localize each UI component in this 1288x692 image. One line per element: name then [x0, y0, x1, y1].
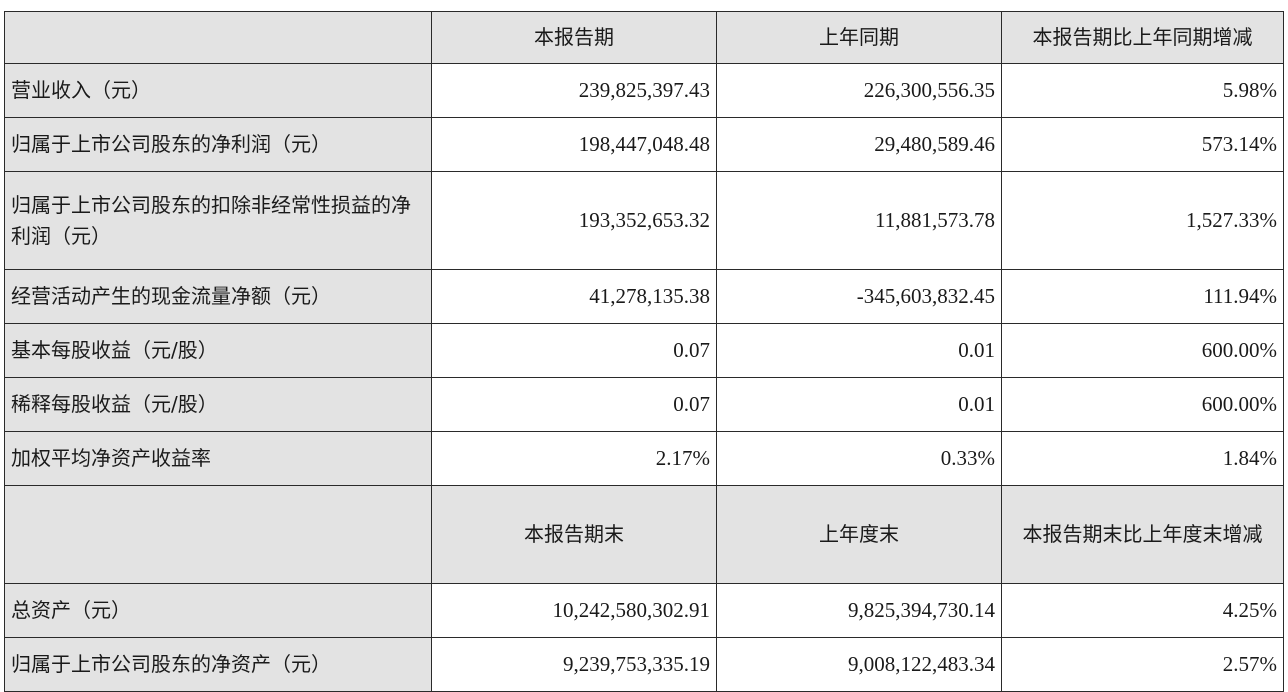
row-label: 加权平均净资产收益率	[4, 431, 432, 486]
current-value: 0.07	[431, 377, 717, 432]
change-value: 600.00%	[1001, 323, 1284, 378]
table-row: 归属于上市公司股东的净资产（元） 9,239,753,335.19 9,008,…	[4, 637, 1284, 692]
current-value: 10,242,580,302.91	[431, 583, 717, 638]
row-label: 归属于上市公司股东的净资产（元）	[4, 637, 432, 692]
table-row: 营业收入（元） 239,825,397.43 226,300,556.35 5.…	[4, 63, 1284, 118]
prior-value: 9,008,122,483.34	[716, 637, 1002, 692]
header-prior-year-end: 上年度末	[716, 485, 1002, 584]
change-value: 600.00%	[1001, 377, 1284, 432]
prior-value: 9,825,394,730.14	[716, 583, 1002, 638]
table-row: 总资产（元） 10,242,580,302.91 9,825,394,730.1…	[4, 583, 1284, 638]
row-label: 归属于上市公司股东的净利润（元）	[4, 117, 432, 172]
current-value: 239,825,397.43	[431, 63, 717, 118]
current-value: 9,239,753,335.19	[431, 637, 717, 692]
row-label: 总资产（元）	[4, 583, 432, 638]
header-current-period-end: 本报告期末	[431, 485, 717, 584]
row-label: 营业收入（元）	[4, 63, 432, 118]
current-value: 0.07	[431, 323, 717, 378]
table-row: 经营活动产生的现金流量净额（元） 41,278,135.38 -345,603,…	[4, 269, 1284, 324]
change-value: 573.14%	[1001, 117, 1284, 172]
header-current-period: 本报告期	[431, 11, 717, 64]
table-row: 稀释每股收益（元/股） 0.07 0.01 600.00%	[4, 377, 1284, 432]
prior-value: 0.33%	[716, 431, 1002, 486]
prior-value: 11,881,573.78	[716, 171, 1002, 270]
financial-summary-table: 本报告期 上年同期 本报告期比上年同期增减 营业收入（元） 239,825,39…	[4, 11, 1284, 692]
change-value: 5.98%	[1001, 63, 1284, 118]
header-empty-cell	[4, 485, 432, 584]
change-value: 1.84%	[1001, 431, 1284, 486]
header-row-period-end: 本报告期末 上年度末 本报告期末比上年度末增减	[4, 485, 1284, 584]
current-value: 198,447,048.48	[431, 117, 717, 172]
prior-value: 29,480,589.46	[716, 117, 1002, 172]
change-value: 4.25%	[1001, 583, 1284, 638]
change-value: 2.57%	[1001, 637, 1284, 692]
table-row: 归属于上市公司股东的扣除非经常性损益的净利润（元） 193,352,653.32…	[4, 171, 1284, 270]
change-value: 111.94%	[1001, 269, 1284, 324]
prior-value: -345,603,832.45	[716, 269, 1002, 324]
header-period-end-change: 本报告期末比上年度末增减	[1001, 485, 1284, 584]
table-row: 基本每股收益（元/股） 0.07 0.01 600.00%	[4, 323, 1284, 378]
header-period-change: 本报告期比上年同期增减	[1001, 11, 1284, 64]
current-value: 41,278,135.38	[431, 269, 717, 324]
prior-value: 0.01	[716, 377, 1002, 432]
change-value: 1,527.33%	[1001, 171, 1284, 270]
table-row: 加权平均净资产收益率 2.17% 0.33% 1.84%	[4, 431, 1284, 486]
header-prior-period: 上年同期	[716, 11, 1002, 64]
row-label: 经营活动产生的现金流量净额（元）	[4, 269, 432, 324]
row-label: 基本每股收益（元/股）	[4, 323, 432, 378]
prior-value: 226,300,556.35	[716, 63, 1002, 118]
prior-value: 0.01	[716, 323, 1002, 378]
row-label: 归属于上市公司股东的扣除非经常性损益的净利润（元）	[4, 171, 432, 270]
current-value: 2.17%	[431, 431, 717, 486]
current-value: 193,352,653.32	[431, 171, 717, 270]
header-row-period: 本报告期 上年同期 本报告期比上年同期增减	[4, 11, 1284, 64]
table-row: 归属于上市公司股东的净利润（元） 198,447,048.48 29,480,5…	[4, 117, 1284, 172]
row-label: 稀释每股收益（元/股）	[4, 377, 432, 432]
header-empty-cell	[4, 11, 432, 64]
